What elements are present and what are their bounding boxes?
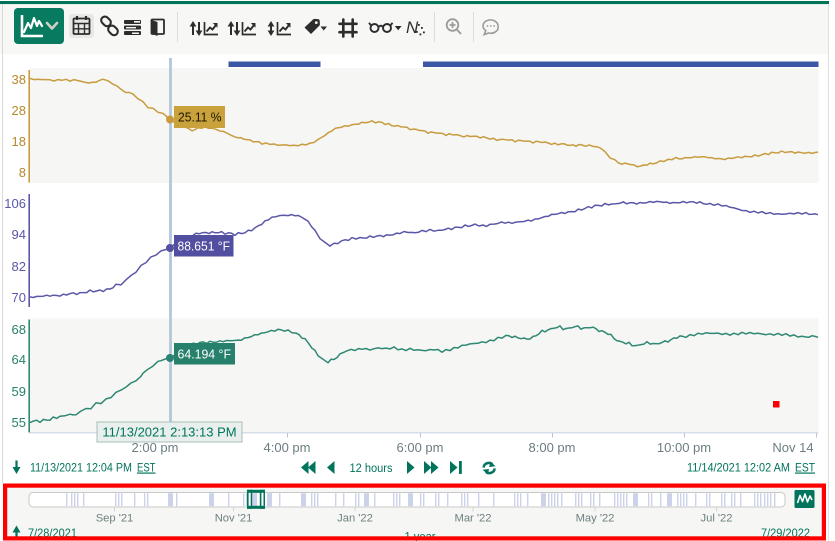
svg-text:64: 64 xyxy=(12,352,26,367)
svg-text:4:00 pm: 4:00 pm xyxy=(264,440,311,455)
svg-text:Sep '21: Sep '21 xyxy=(96,513,134,525)
svg-text:Mar '22: Mar '22 xyxy=(455,513,492,525)
svg-text:2:00 pm: 2:00 pm xyxy=(132,440,179,455)
svg-text:94: 94 xyxy=(12,227,26,242)
svg-text:8: 8 xyxy=(19,165,26,180)
svg-text:EST: EST xyxy=(795,461,815,475)
svg-text:6:00 pm: 6:00 pm xyxy=(397,440,444,455)
svg-text:68: 68 xyxy=(12,322,26,337)
svg-text:64.194 °F: 64.194 °F xyxy=(178,347,232,362)
svg-text:25.11 %: 25.11 % xyxy=(178,110,222,125)
svg-text:11/14/2021 12:02 AM: 11/14/2021 12:02 AM xyxy=(687,461,790,475)
svg-text:88.651 °F: 88.651 °F xyxy=(178,239,231,254)
svg-text:70: 70 xyxy=(12,290,26,305)
svg-text:Nov 14: Nov 14 xyxy=(772,440,813,455)
svg-text:59: 59 xyxy=(12,384,26,399)
svg-text:18: 18 xyxy=(12,134,26,149)
svg-text:EST: EST xyxy=(137,461,156,475)
svg-text:38: 38 xyxy=(12,72,26,87)
svg-text:Nov '21: Nov '21 xyxy=(215,513,253,525)
svg-text:106: 106 xyxy=(4,196,26,211)
svg-text:28: 28 xyxy=(12,103,26,118)
svg-text:8:00 pm: 8:00 pm xyxy=(529,440,576,455)
svg-text:Jan '22: Jan '22 xyxy=(337,513,373,525)
svg-text:11/13/2021 2:13:13 PM: 11/13/2021 2:13:13 PM xyxy=(102,425,236,440)
svg-text:82: 82 xyxy=(12,259,26,274)
svg-text:55: 55 xyxy=(12,415,26,430)
svg-text:May '22: May '22 xyxy=(576,513,615,525)
svg-text:N: N xyxy=(406,18,419,37)
svg-text:1 year: 1 year xyxy=(405,530,436,541)
svg-text:Jul '22: Jul '22 xyxy=(701,513,733,525)
svg-text:11/13/2021 12:04 PM: 11/13/2021 12:04 PM xyxy=(30,461,132,475)
svg-text:10:00 pm: 10:00 pm xyxy=(657,440,711,455)
svg-text:12 hours: 12 hours xyxy=(350,461,393,475)
